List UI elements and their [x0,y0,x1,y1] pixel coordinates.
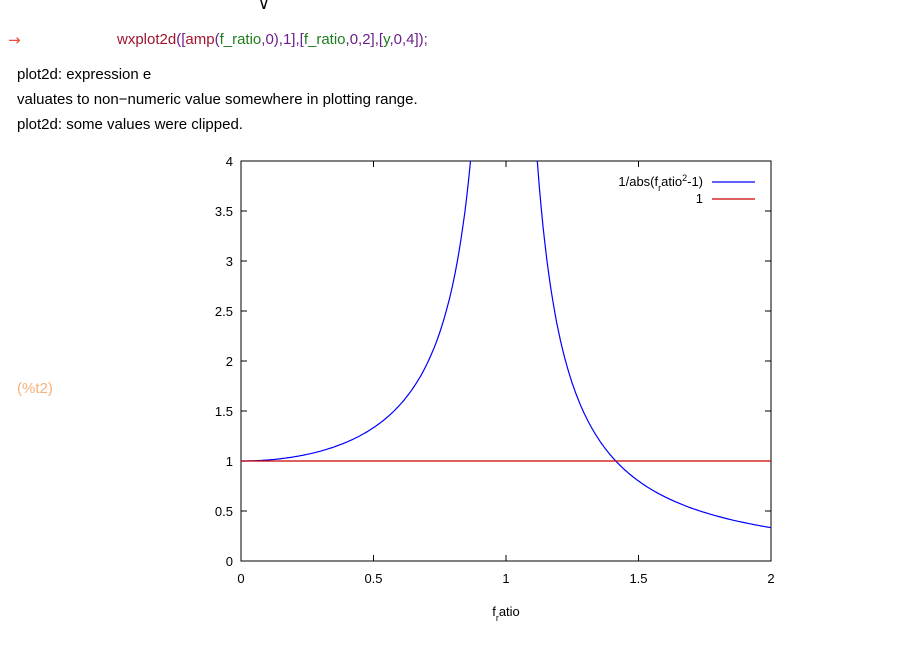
y-tick-label: 0.5 [215,504,233,519]
input-token: wxplot2d [117,31,177,48]
message-line-1: plot2d: expression e [17,66,152,83]
input-token: 0 [349,31,359,48]
x-tick-label: 0 [237,571,244,586]
input-token: 0 [393,31,402,48]
input-token: ( [214,31,220,48]
y-tick-label: 1 [226,454,233,469]
input-token: 0 [265,31,274,48]
y-tick-label: 2.5 [215,304,233,319]
series-line-left-branch [241,161,472,462]
input-token: , [345,31,350,48]
input-token: ), [273,31,283,48]
input-token: amp [185,31,215,48]
input-token: f_ratio [303,31,346,48]
input-token: ],[ [370,31,384,48]
y-tick-label: 2 [226,354,233,369]
input-token: 2 [362,31,371,48]
input-token: , [261,31,266,48]
input-token: ],[ [291,31,304,48]
input-token: 4 [406,31,415,48]
input-token: ([ [176,31,186,48]
input-token: , [401,31,407,48]
legend-label-blue: 1/abs(fratio2-1) [618,173,703,193]
input-expression[interactable]: wxplot2d([amp(f_ratio,0),1],[f_ratio,0,2… [117,31,428,48]
x-tick-label: 1.5 [629,571,647,586]
input-token: f_ratio [219,31,262,48]
input-token: y [383,31,390,48]
input-token: 1 [282,31,292,48]
y-tick-label: 1.5 [215,404,233,419]
y-tick-label: 3 [226,254,233,269]
y-tick-label: 3.5 [215,204,233,219]
input-token: ]); [414,31,428,48]
x-axis-label: fratio [492,604,520,623]
input-token: , [389,31,394,48]
output-label: (%t2) [17,380,53,397]
input-arrow-icon: → [8,31,21,49]
x-tick-label: 0.5 [364,571,382,586]
x-tick-label: 2 [767,571,774,586]
message-line-2: valuates to non−numeric value somewhere … [17,91,418,108]
series-line-right-branch [536,161,771,529]
plot-frame [240,160,772,562]
x-tick-label: 1 [502,571,509,586]
input-token: , [358,31,363,48]
input-cell-row[interactable]: → wxplot2d([amp(f_ratio,0),1],[f_ratio,0… [0,30,908,54]
legend-label-red: 1 [696,191,703,206]
y-tick-label: 4 [226,154,233,169]
cell-bracket-mark: ∨ [258,0,270,13]
message-line-3: plot2d: some values were clipped. [17,116,243,133]
y-tick-label: 0 [226,554,233,569]
